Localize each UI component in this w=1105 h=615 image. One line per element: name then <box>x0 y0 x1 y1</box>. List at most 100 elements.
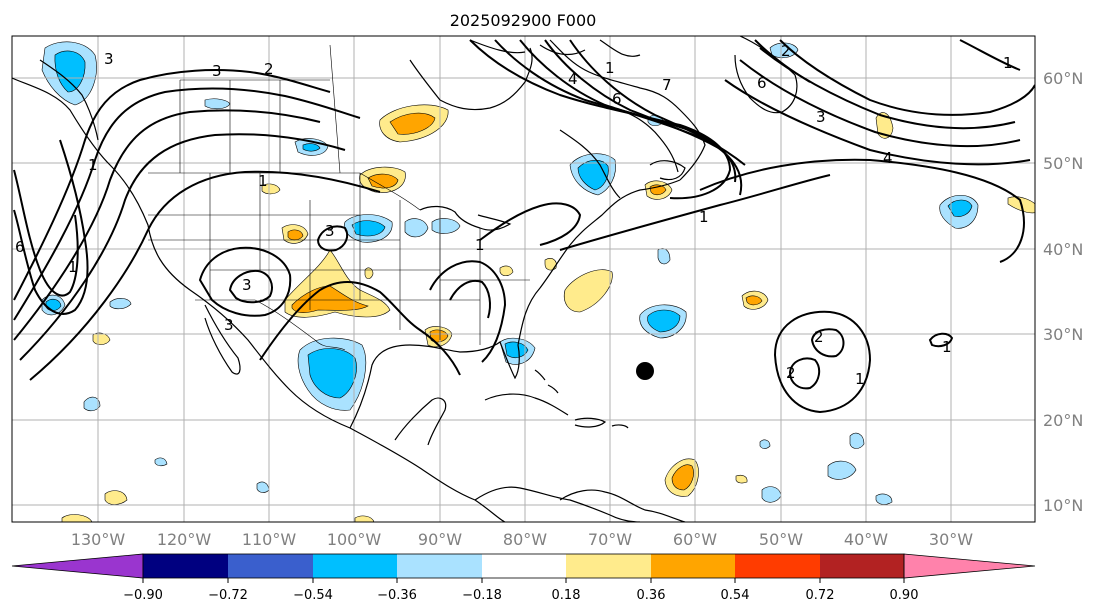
shade-yellow-tropical-g <box>735 474 748 484</box>
colorbar-segment <box>735 554 820 578</box>
shade-cyan-alaska <box>54 50 86 93</box>
longitude-label: 100°W <box>327 530 382 549</box>
map-title: 2025092900 F000 <box>450 11 597 30</box>
contour-label: 2 <box>814 328 824 346</box>
colorbar-segment <box>11 553 144 579</box>
shade-cyan-mexico <box>307 348 357 399</box>
shade-cyan-rockies <box>302 143 321 152</box>
contour-label: 1 <box>88 156 98 174</box>
shade-orange-hudson <box>389 112 436 135</box>
contour-central-low-1 <box>198 246 292 317</box>
colorbar-tick-label: 0.90 <box>890 588 919 603</box>
contour-label: 1 <box>605 59 615 77</box>
colorbar-segment <box>903 553 1036 579</box>
contour-west-ridge-3 <box>13 109 321 341</box>
contour-north-atlantic-4 <box>724 79 1031 166</box>
coast-baffin <box>619 109 679 173</box>
shade-yellow-montana <box>261 183 281 195</box>
contour-iceland-arc <box>959 39 1021 71</box>
colorbar-tick-label: −0.54 <box>293 588 333 603</box>
contour-pacific-trough-1 <box>13 139 89 315</box>
colorbar-segment <box>820 554 904 578</box>
coast-central-america <box>474 486 641 522</box>
shade-cyan-east-atlantic <box>947 199 973 217</box>
colorbar-tick-label: 0.54 <box>721 588 750 603</box>
shade-yellow-mexico-south <box>354 515 375 522</box>
contour-label: 1 <box>699 208 709 226</box>
contour-north-atlantic-3 <box>739 59 1021 148</box>
political-borders <box>148 44 530 351</box>
shade-orange-dakota <box>367 173 399 189</box>
contour-label: 7 <box>662 76 672 94</box>
shade-blue-pacific-b <box>109 298 132 310</box>
contour-label: 3 <box>816 108 826 126</box>
coast-us-east <box>517 179 681 346</box>
coast-arctic-islands <box>469 39 641 57</box>
shade-blue-tropical-b <box>849 432 865 449</box>
shade-yellow-pacific-c <box>92 332 111 345</box>
longitude-label: 60°W <box>673 530 717 549</box>
contour-central-low-2 <box>228 269 273 304</box>
contour-label: 1 <box>68 258 78 276</box>
shade-blue-tropical-a <box>827 460 857 480</box>
colorbar-segment <box>397 554 482 578</box>
contour-label: 6 <box>757 74 767 92</box>
map-background <box>12 36 1035 522</box>
latitude-labels: 60°N 50°N 40°N 30°N 20°N 10°N <box>1043 69 1083 515</box>
contour-label: 3 <box>224 316 234 334</box>
contour-label: 6 <box>15 238 25 256</box>
latitude-label: 50°N <box>1043 154 1083 173</box>
location-marker <box>636 362 654 380</box>
contour-label: 3 <box>325 222 335 240</box>
coast-baja <box>204 304 241 375</box>
shade-blue-lakes-b <box>431 218 461 234</box>
colorbar-segment <box>143 554 228 578</box>
coast-newfoundland <box>649 160 686 181</box>
contour-label: 3 <box>242 276 252 294</box>
colorbar-segment <box>651 554 735 578</box>
colorbar-segment <box>313 554 397 578</box>
colorbar-tick-label: −0.90 <box>123 588 163 603</box>
colorbar-tick-label: 0.72 <box>806 588 835 603</box>
coast-cuba <box>484 393 569 416</box>
latitude-label: 40°N <box>1043 240 1083 259</box>
longitude-label: 90°W <box>418 530 462 549</box>
shade-orange-colorado <box>287 229 304 241</box>
shade-blue-tropical-f <box>759 439 771 449</box>
coast-north-america-west <box>12 77 506 522</box>
contour-label: 6 <box>612 90 622 108</box>
shade-blue-iceland-sea <box>769 42 799 59</box>
contour-north-atlantic-1 <box>779 39 1035 116</box>
longitude-label: 30°W <box>929 530 973 549</box>
contour-label: 2 <box>786 364 796 382</box>
coast-yucatan <box>394 397 447 446</box>
contour-label: 3 <box>212 62 222 80</box>
colorbar-tick-label: −0.36 <box>377 588 417 603</box>
shade-cyan-florida <box>504 341 529 359</box>
contour-west-ridge-2 <box>13 87 361 321</box>
colorbar-frame <box>142 553 905 579</box>
coast-hispaniola <box>574 417 607 428</box>
contour-label: 4 <box>568 70 578 88</box>
colorbar-ticks <box>142 578 905 583</box>
longitude-label: 80°W <box>503 530 547 549</box>
colorbar-segment <box>228 554 313 578</box>
latitude-label: 10°N <box>1043 496 1083 515</box>
colorbar-tick-label: 0.36 <box>637 588 666 603</box>
contour-label: 2 <box>264 60 274 78</box>
shade-blue-pacific-d <box>83 396 101 412</box>
coast-alaska <box>39 59 99 141</box>
shade-yellow-atlantic <box>563 269 613 313</box>
map-area: 3 3 2 1 7 6 6 4 3 4 1 3 1 1 1 1 2 2 1 6 … <box>12 36 1035 522</box>
latitude-label: 20°N <box>1043 411 1083 430</box>
shade-blue-tropical-d <box>875 493 893 505</box>
contours <box>13 39 1035 414</box>
border-us-mexico <box>195 299 346 351</box>
contour-midatlantic-high <box>773 310 872 414</box>
contour-label: 2 <box>781 42 791 60</box>
contour-west-ridge-1 <box>13 69 331 301</box>
coast-puerto-rico <box>611 424 629 429</box>
shade-orange-midatlantic-b <box>745 295 763 306</box>
shade-orange-texas <box>291 285 369 314</box>
colorbar-tick-label: −0.72 <box>208 588 248 603</box>
